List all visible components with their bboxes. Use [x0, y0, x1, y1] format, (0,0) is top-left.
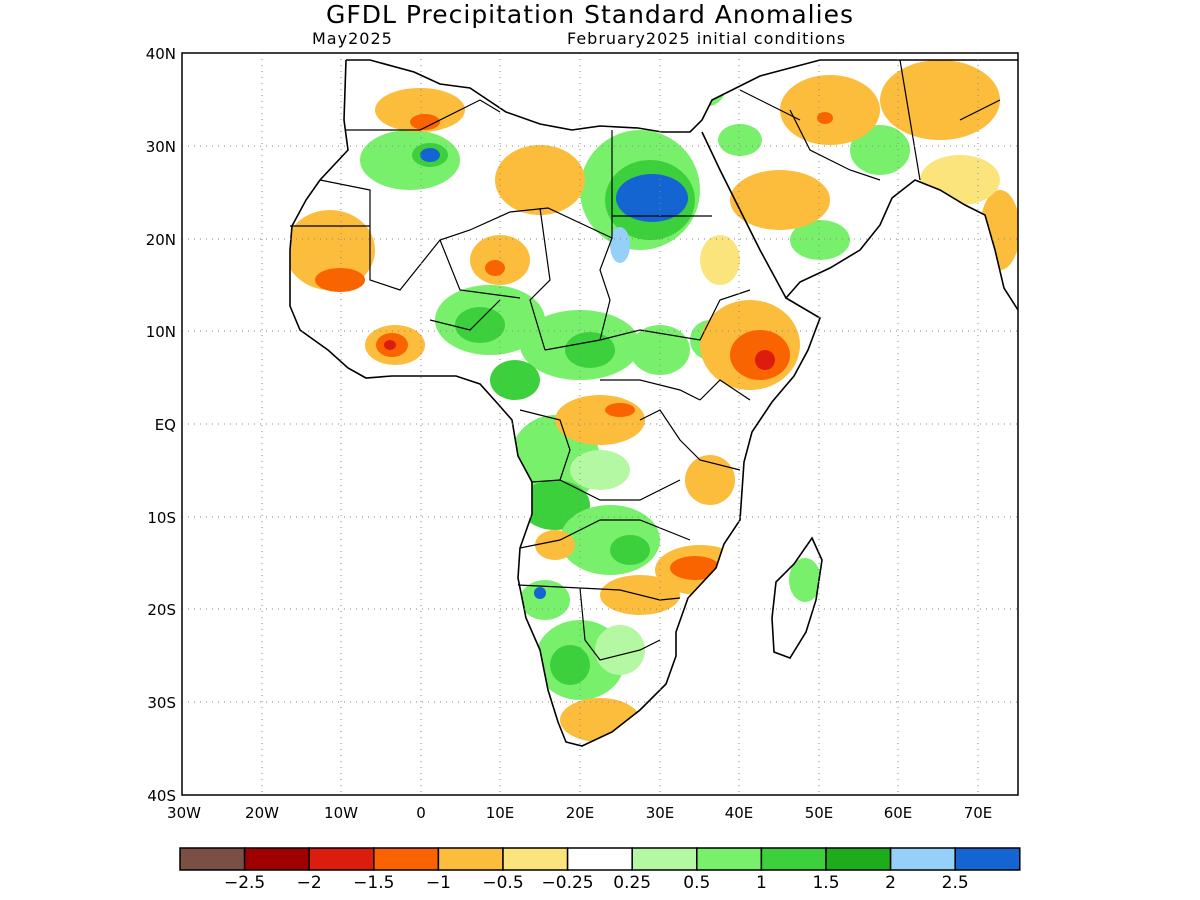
- legend-colorbar: [179, 847, 1021, 871]
- lat-label-40s: 40S: [147, 787, 176, 805]
- lon-label-0: 0: [416, 804, 426, 822]
- legend-label: 1: [756, 873, 767, 893]
- lon-label-70e: 70E: [964, 804, 993, 822]
- lat-label-20s: 20S: [147, 601, 176, 619]
- legend-labels: −2.5 −2 −1.5 −1 −0.5 −0.25 0.25 0.5 1 1.5 2 2.5: [224, 873, 969, 893]
- legend-label: −2: [297, 873, 322, 893]
- legend-label: −0.5: [482, 873, 523, 893]
- lon-label-30w: 30W: [167, 804, 201, 822]
- graticule: [182, 53, 1018, 795]
- legend-label: 2: [885, 873, 896, 893]
- anomaly-field: [289, 59, 1018, 747]
- map-frame: [181, 52, 1019, 796]
- legend-swatch: [243, 847, 310, 871]
- legend-label: 1.5: [812, 873, 839, 893]
- legend-swatch: [502, 847, 569, 871]
- legend-label: −1: [426, 873, 451, 893]
- legend-label: −1.5: [353, 873, 394, 893]
- lon-label-20e: 20E: [566, 804, 595, 822]
- legend-swatch: [889, 847, 956, 871]
- initial-conditions: February2025 initial conditions: [567, 29, 847, 48]
- legend-swatch: [308, 847, 375, 871]
- legend-swatch: [179, 847, 246, 871]
- lon-label-10w: 10W: [324, 804, 358, 822]
- lon-label-50e: 50E: [805, 804, 834, 822]
- lon-label-10e: 10E: [486, 804, 515, 822]
- lat-label-30n: 30N: [146, 138, 176, 156]
- legend-label: −2.5: [224, 873, 265, 893]
- lon-label-30e: 30E: [646, 804, 675, 822]
- wet-anomalies: [360, 72, 910, 700]
- legend-label: 2.5: [942, 873, 969, 893]
- legend-swatch: [696, 847, 763, 871]
- coastlines: [289, 59, 1018, 747]
- lat-label-10s: 10S: [147, 509, 176, 527]
- legend-swatch: [373, 847, 440, 871]
- legend-label: 0.25: [613, 873, 651, 893]
- lon-label-60e: 60E: [884, 804, 913, 822]
- dry-anomalies: [290, 60, 1018, 742]
- country-borders: [290, 59, 1001, 661]
- lat-label-40n: 40N: [146, 45, 176, 63]
- map-title: GFDL Precipitation Standard Anomalies: [326, 0, 854, 29]
- legend-label: 0.5: [683, 873, 710, 893]
- lon-label-20w: 20W: [245, 804, 279, 822]
- lon-label-40e: 40E: [725, 804, 754, 822]
- latitude-labels: 40N 30N 20N 10N EQ 10S 20S 30S 40S: [146, 45, 176, 805]
- longitude-labels: 30W 20W 10W 0 10E 20E 30E 40E 50E 60E 70…: [167, 804, 992, 822]
- legend-swatch: [825, 847, 892, 871]
- legend-swatch: [954, 847, 1021, 871]
- lat-label-10n: 10N: [146, 323, 176, 341]
- legend-swatch: [760, 847, 827, 871]
- lat-label-30s: 30S: [147, 694, 176, 712]
- legend-swatch: [566, 847, 633, 871]
- legend-label: −0.25: [542, 873, 594, 893]
- legend-swatch: [631, 847, 698, 871]
- lat-label-eq: EQ: [155, 416, 176, 434]
- lat-label-20n: 20N: [146, 231, 176, 249]
- legend-swatch: [437, 847, 504, 871]
- forecast-month: May2025: [312, 29, 393, 48]
